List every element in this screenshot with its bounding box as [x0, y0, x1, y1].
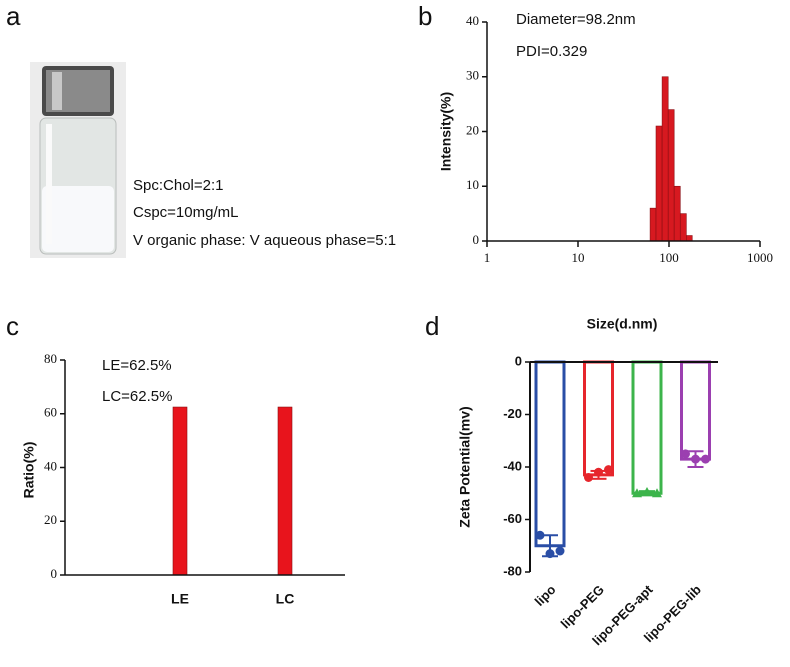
panel-label: d [425, 311, 439, 341]
data-point [584, 473, 593, 482]
bar [680, 360, 711, 461]
vial-photo [30, 62, 126, 258]
bar [172, 406, 188, 576]
x-tick-label: 1000 [747, 250, 773, 265]
x-tick-label: lipo-PEG [558, 582, 607, 631]
annotation: LC=62.5% [102, 388, 172, 405]
y-tick-label: 30 [466, 68, 479, 83]
data-point [604, 465, 613, 475]
y-axis-label: Zeta Potential(mv) [457, 406, 473, 527]
bar [583, 360, 614, 477]
photo-text: V organic phase: V aqueous phase=5:1 [133, 232, 396, 249]
annotation: LE=62.5% [102, 357, 172, 374]
histogram-bar [661, 76, 669, 242]
panel-label: b [418, 1, 432, 31]
histogram-bar [655, 125, 663, 242]
x-tick-label: 1 [484, 250, 491, 265]
data-point [545, 549, 555, 559]
x-tick-label: 10 [572, 250, 585, 265]
data-point [594, 467, 603, 477]
histogram-bar [686, 235, 693, 242]
y-tick-label: 60 [44, 405, 57, 420]
photo-text: Spc:Chol=2:1 [133, 177, 223, 194]
bar [534, 360, 566, 548]
data-point [535, 530, 545, 540]
y-tick-label: 40 [466, 13, 479, 28]
x-tick-label: lipo [532, 582, 559, 609]
y-tick-label: -20 [503, 406, 522, 421]
histogram-bar [667, 109, 675, 242]
data-point [642, 486, 652, 496]
x-tick-label: 100 [659, 250, 679, 265]
y-axis-label: Intensity(%) [438, 92, 454, 171]
y-tick-label: 0 [515, 353, 522, 368]
y-tick-label: 20 [466, 122, 479, 137]
y-tick-label: 80 [44, 351, 57, 366]
data-point [701, 454, 710, 464]
histogram-bar [649, 207, 657, 242]
bar [631, 360, 663, 495]
y-tick-label: 40 [44, 458, 57, 473]
y-tick-label: 0 [473, 232, 480, 247]
y-tick-label: -40 [503, 458, 522, 473]
data-point [691, 454, 700, 464]
x-tick-label: LE [171, 591, 189, 607]
data-point [555, 546, 565, 556]
data-point [652, 488, 662, 498]
histogram-bar [679, 213, 687, 242]
y-tick-label: -80 [503, 563, 522, 578]
data-point [681, 449, 690, 459]
x-tick-label: LC [276, 591, 295, 607]
y-tick-label: 20 [44, 512, 57, 527]
data-point [632, 488, 642, 498]
chart-title: Size(d.nm) [587, 316, 658, 332]
photo-text: Cspc=10mg/mL [133, 204, 238, 221]
annotation: PDI=0.329 [516, 43, 587, 60]
histogram-bar [673, 185, 681, 242]
y-tick-label: -60 [503, 511, 522, 526]
annotation: Diameter=98.2nm [516, 11, 636, 28]
panel-label: a [6, 1, 21, 31]
y-axis-label: Ratio(%) [21, 442, 37, 499]
y-tick-label: 10 [466, 177, 479, 192]
panel-label: c [6, 311, 19, 341]
y-tick-label: 0 [51, 566, 58, 581]
bar [277, 406, 293, 576]
